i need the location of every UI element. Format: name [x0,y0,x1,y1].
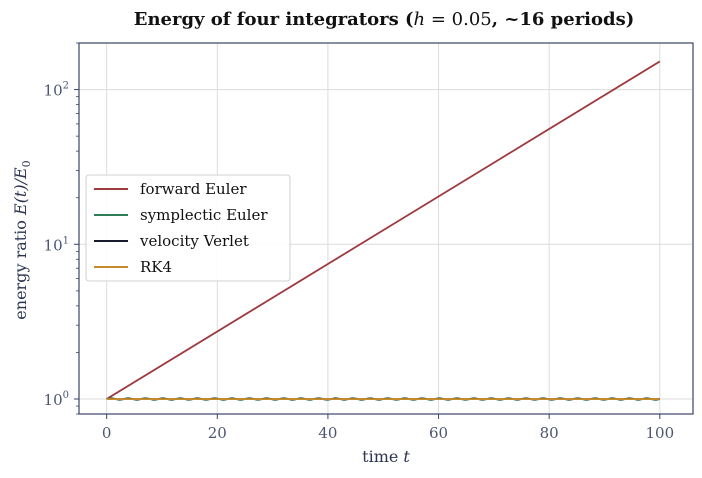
y-tick-label: 101 [44,235,69,254]
x-tick-label: 0 [102,424,112,442]
y-axis-label-text: energy ratio [11,215,30,320]
legend-label-symplectic-euler: symplectic Euler [140,206,268,224]
y-axis-label: energy ratio E(t)/E0 [11,160,33,319]
title-step-variable: h [414,9,426,30]
x-axis-label-text: time [362,447,403,466]
y-axis-label-sub: 0 [20,160,33,167]
title-part-1: Energy of four integrators ( [134,9,414,30]
y-tick-label: 100 [44,390,69,409]
legend-label-velocity-verlet: velocity Verlet [139,232,249,250]
title-part-2: , ~16 periods) [492,9,635,30]
axis-ticks: 0 20 40 60 80 100 100 101 102 [44,42,674,442]
y-tick-label: 102 [44,81,69,100]
y-axis-label-var: E(t)/E [11,167,30,216]
x-tick-label: 60 [429,424,448,442]
x-tick-label: 100 [645,424,674,442]
x-axis-label: time t [362,447,410,466]
x-tick-label: 20 [208,424,227,442]
series-line-forward-euler [106,60,661,400]
title-step-value: = 0.05 [425,9,492,30]
legend-box [85,174,291,282]
series-lines [106,60,661,401]
legend: forward Euler symplectic Euler velocity Ve… [85,174,291,282]
plot-frame [78,42,694,415]
x-tick-label: 80 [540,424,559,442]
x-axis-label-var: t [403,447,410,466]
legend-label-forward-euler: forward Euler [140,180,247,198]
x-tick-label: 40 [318,424,337,442]
chart-title: Energy of four integrators (h = 0.05, ~1… [134,9,635,30]
legend-label-rk4: RK4 [140,258,172,276]
